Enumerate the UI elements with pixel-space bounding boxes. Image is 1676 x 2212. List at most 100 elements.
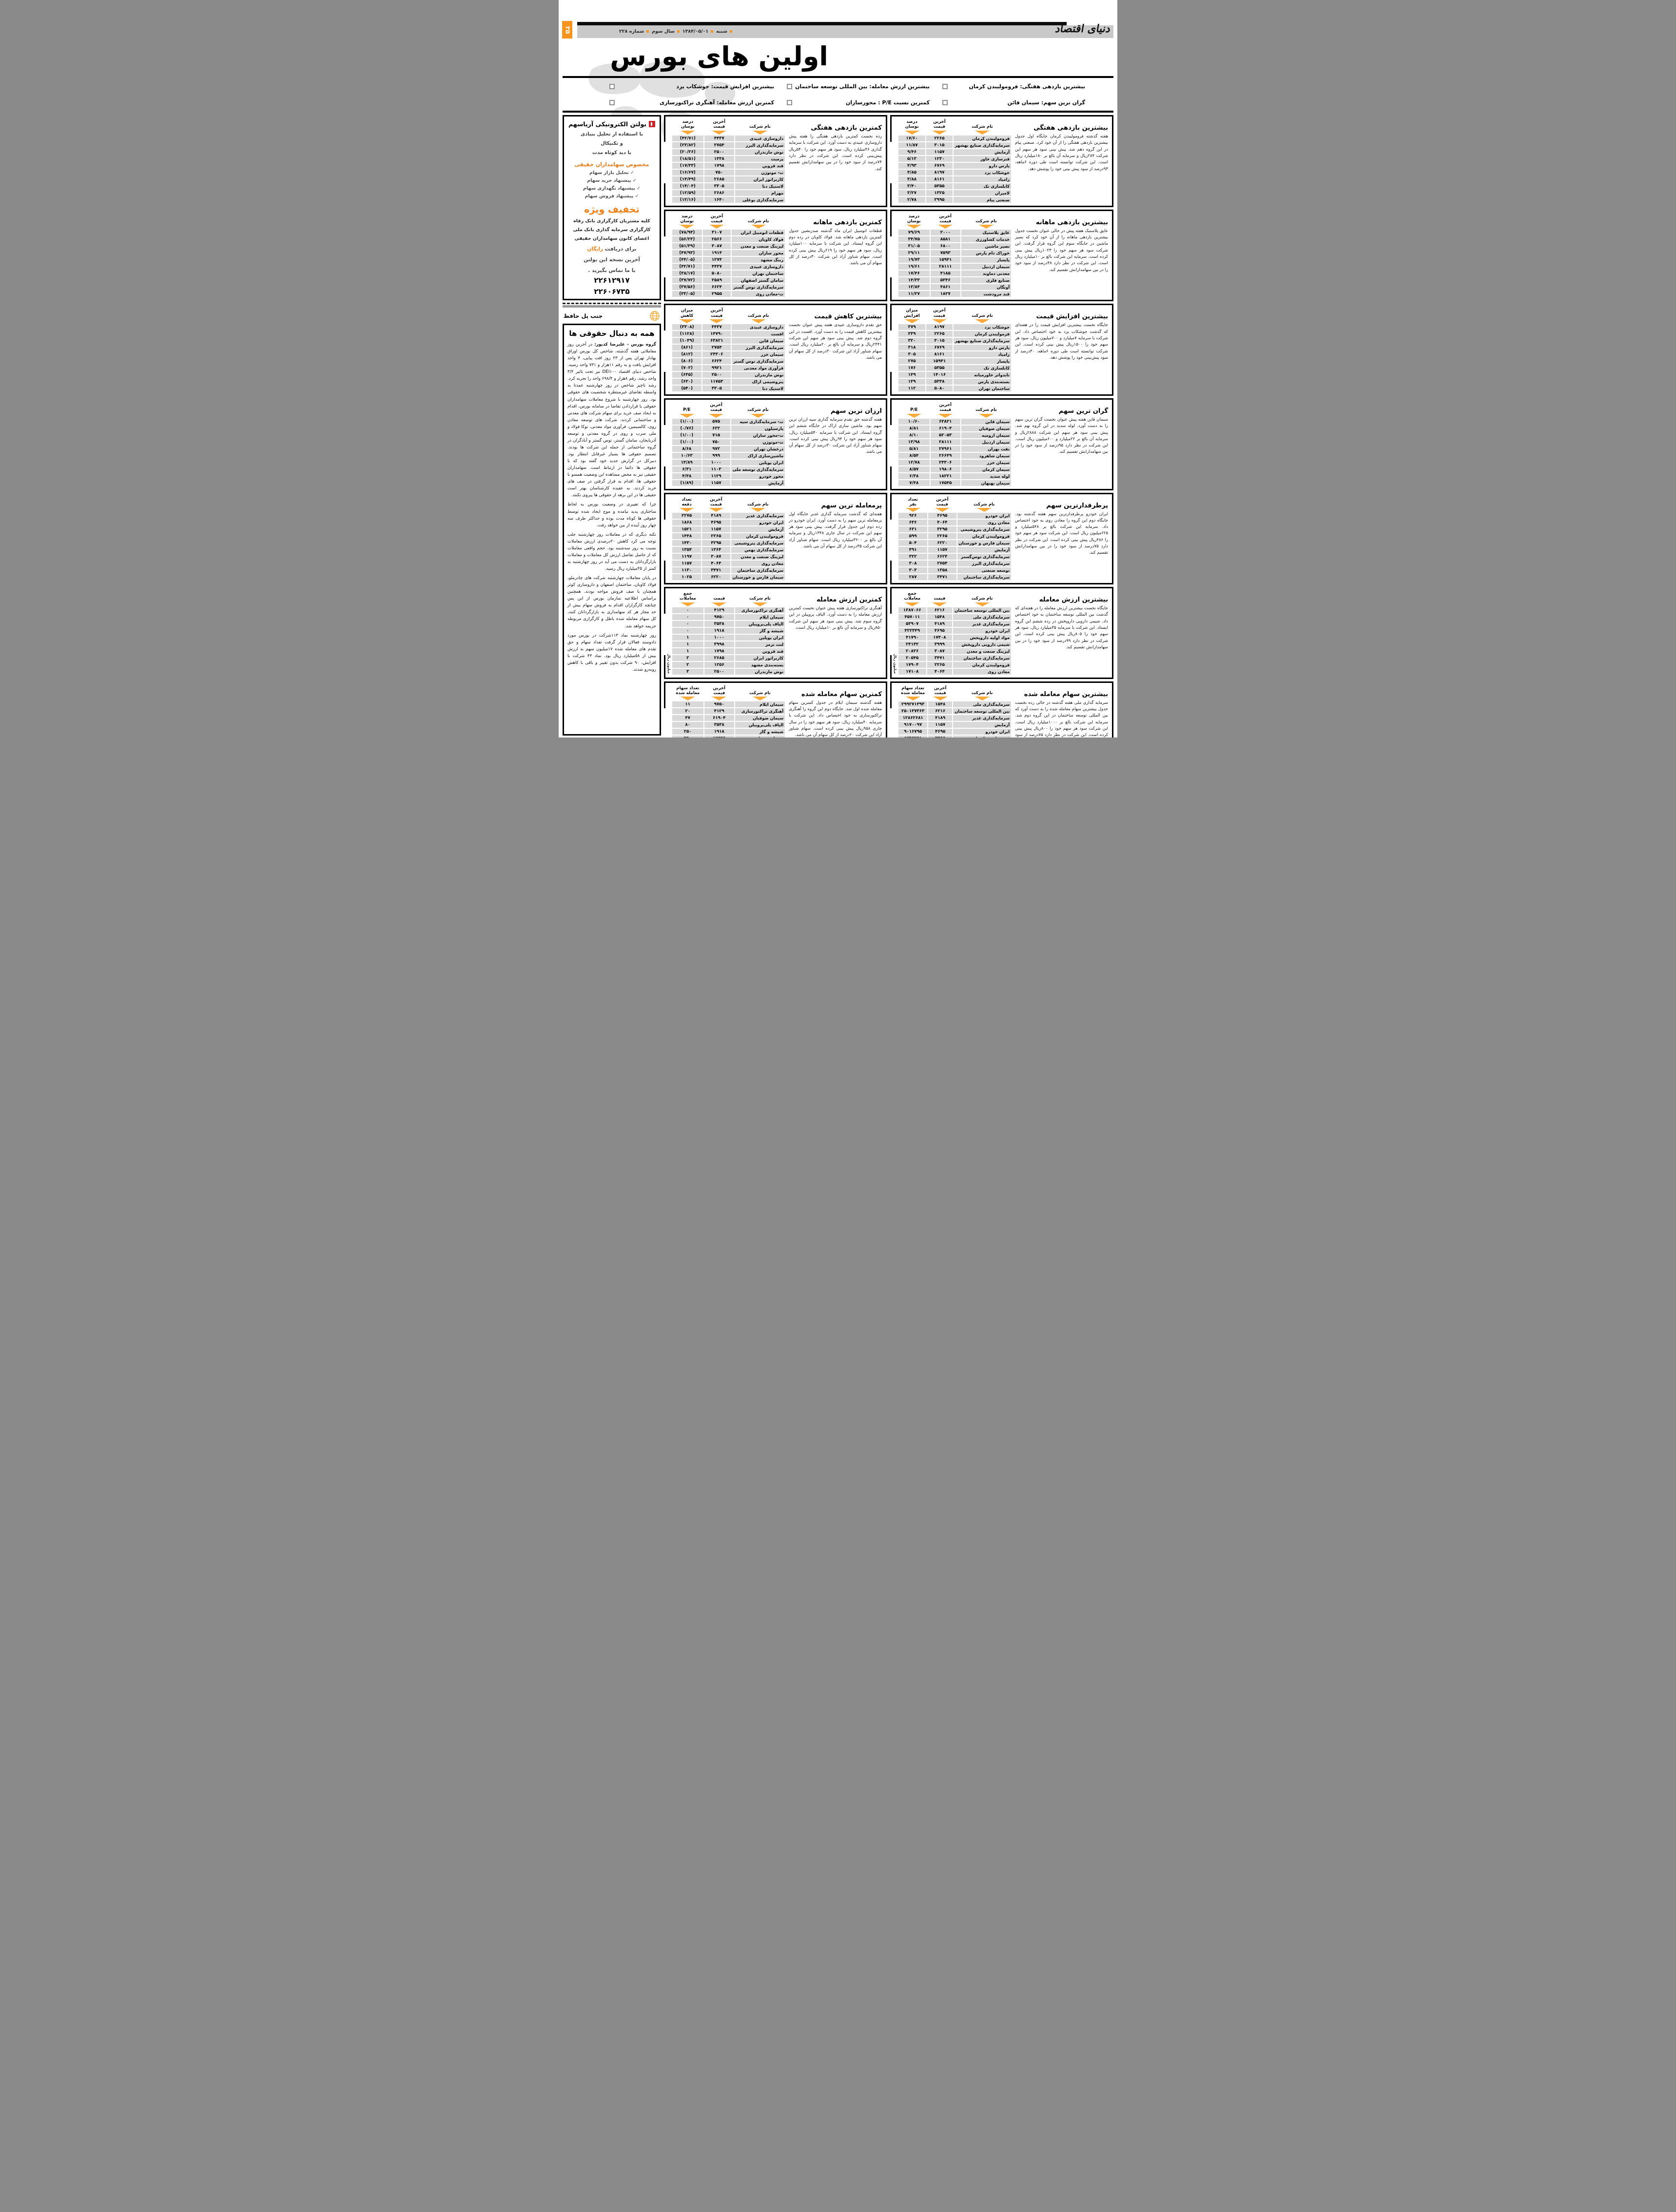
table-row: فرومولیبدن کرمان ۲۲۶۵ ۱۷/۶۰ — [898, 135, 1012, 141]
company-name-cell: فنرسازی خاور — [953, 155, 1012, 162]
highlight-label: بیشترین ارزش معامله: بین المللی توسعه سا… — [795, 83, 930, 90]
table-row: لاستیک دنا ۳۳۰۵ (۱۴/۰۴) — [672, 183, 785, 189]
company-name-cell: نصیر ماشین — [961, 243, 1012, 250]
price-cell: ۲۹۵۵ — [702, 291, 731, 297]
section-note: هفته‌ای که گذشت سرمایه گذاری غدیر جایگاه… — [789, 511, 882, 549]
company-name-cell: سامان گستر اصفهان — [732, 277, 785, 284]
table-wrap: نام شرکت قیمت جمع معاملات آهنگری تراکتور… — [667, 590, 786, 676]
sort-arrow-icon — [906, 413, 921, 418]
company-column-header: نام شرکت — [749, 691, 771, 696]
sort-arrow-icon — [753, 602, 767, 606]
company-name-cell: سرمایه‌گذاری توس‌گستر — [957, 554, 1012, 560]
price-cell: ۷۵۰ — [704, 169, 734, 175]
table-row: پارس دارو ۶۷۶۹ ۳۱۸ — [898, 344, 1012, 350]
value-column-header: تعداد نفر — [908, 497, 918, 507]
price-cell: ۷۵۹۳ — [930, 250, 960, 256]
company-name-cell: داروسازی عبیدی — [735, 135, 785, 141]
table-row: معادن روی ۴۰۶۴ ۶۳۶ — [898, 520, 1012, 526]
table-header-row: نام شرکت آخرین قیمت تعداد سهام معامله شد… — [672, 686, 785, 701]
value-cell: ۴۹۱ — [898, 547, 928, 553]
price-cell: ۳۳۰۵ — [704, 183, 734, 189]
value-cell: ۳۴/۷۵ — [898, 236, 930, 243]
value-cell: (۱۴/۰۴) — [672, 183, 703, 189]
sort-arrow-icon — [712, 697, 727, 701]
company-name-cell: سرمایه‌گذاری البرز — [732, 344, 785, 350]
company-name-cell: لیزینگ صنعت و معدن — [953, 648, 1012, 654]
company-name-cell: بین المللی توسعه ساختمان — [953, 708, 1012, 715]
section-text: بیشترین افزایش قیمت جایگاه نخست بیشترین … — [1015, 307, 1109, 392]
value-cell: ۱۱ — [672, 701, 703, 708]
table-row: معادن روی ۴۰۶۴ ۱۱۵۷ — [672, 561, 785, 567]
value-cell: (۶۳۵) — [672, 371, 702, 378]
table-header-row: نام شرکت آخرین قیمت میزان افزایش — [898, 308, 1011, 323]
checkbox-icon — [942, 100, 948, 105]
price-cell: ۶۶۲۴ — [702, 358, 731, 364]
value-cell: (۴۷/۹۳) — [672, 250, 702, 256]
table-row: سیمان شاهرود ۲۶۶۴۹ ۸/۵۴ — [898, 452, 1012, 459]
value-column-header: تعداد دفعه — [682, 497, 692, 507]
table-row: توسعه صنعتی ۱۳۵۸ ۳۰۳ — [898, 567, 1012, 574]
table-row: فرومولیبدن کرمان ۲۲۶۵ ۸۷۴۵۷۵۱ — [898, 736, 1012, 737]
value-cell: ۱۹/۷۳ — [898, 257, 930, 263]
company-name-cell: شیمی دارویی داروپخش — [953, 641, 1012, 647]
table-row: ایران خودرو ۴۶۹۵ ۱۸۶۸ — [672, 520, 785, 526]
sort-arrow-icon — [680, 602, 695, 606]
table-row: ایران خودرو ۴۶۹۵ ۴۲۲۳۴۹ — [898, 627, 1012, 634]
value-cell: ۳۰۵ — [898, 351, 926, 357]
value-cell: ۱۱/۲۷ — [898, 291, 930, 297]
table-row: لوله سدید ۱۸۲۲۱ ۶/۳۸ — [898, 473, 1012, 479]
company-name-cell: سرمایه‌گذاری غدیر — [953, 715, 1012, 721]
company-name-cell: فرآوری مواد معدنی — [732, 365, 785, 371]
price-cell: ۶۱۹۰۴ — [930, 425, 960, 431]
price-cell: ۴۰۶۴ — [928, 520, 956, 526]
company-name-cell: پارس دارو — [953, 162, 1012, 169]
table-row: معادن روی ۴۰۶۴ ۱۷۱۰۸ — [898, 668, 1012, 675]
company-name-cell: سیمان خزر — [732, 351, 785, 357]
price-cell: ۲۲۶۵ — [702, 533, 730, 540]
value-cell: ۴۷ — [672, 715, 703, 721]
price-cell: ۱۳۲۵ — [926, 190, 953, 196]
company-name-cell: سرمایه‌گذاری توس گستر — [732, 358, 785, 364]
price-cell: ۴۶۹۵ — [928, 513, 956, 519]
company-column-header: نام شرکت — [747, 313, 769, 318]
sort-arrow-icon — [938, 225, 953, 229]
table-row: شیشه و گاز ۱۹۱۸ ۰ — [672, 627, 785, 634]
ad-address: جنب پل حافظ — [564, 312, 603, 319]
ad-cta-prefix: برای دریافت — [604, 246, 637, 252]
value-cell: ۳/۲۷ — [898, 190, 926, 196]
sort-arrow-icon — [904, 130, 919, 135]
table-row: ایران خودرو ۴۶۹۵ ۹۲۶ — [898, 513, 1012, 519]
table-header-row: نام شرکت آخرین قیمت تعداد دفعه — [672, 497, 785, 512]
value-cell: ۱۴۳۰ — [672, 540, 702, 546]
value-column-header: جمع معاملات — [679, 591, 696, 602]
section-note: جایگاه نخست بیشترین افزایش قیمت را در هف… — [1015, 323, 1109, 360]
value-cell: ۳۲۰ — [898, 337, 926, 344]
table-row: آزمایش ۱۱۵۷ ۴۹۱ — [898, 547, 1012, 553]
price-cell: ۵۳۳۸ — [926, 378, 953, 385]
table-wrap: نام شرکت آخرین قیمت درصد نوسان قطعات اتو… — [667, 213, 786, 298]
table-row: نوش مازندران ۲۵۰۰ ۳ — [672, 668, 785, 675]
company-name-cell: پارسیلون — [731, 425, 785, 431]
table-row: سرمایه‌گذاری غدیر ۴۱۸۹ ۱۲۸۶۲۶۸۱ — [898, 715, 1012, 721]
price-cell: ۹۹۹ — [702, 452, 730, 459]
sort-arrow-icon — [709, 413, 724, 418]
price-cell: ۴۴۳۷ — [702, 264, 731, 270]
sort-arrow-icon — [905, 508, 920, 512]
price-cell: ۲۴۳۰۶ — [930, 459, 960, 466]
company-name-cell: ت-موتوژن — [731, 439, 785, 445]
stock-table-section: بیشترین افزایش قیمت جایگاه نخست بیشترین … — [890, 304, 1113, 396]
stock-table-section: بیشترین کاهش قیمت حق تقدم داروسازی عبیدی… — [664, 304, 887, 396]
stock-table-section: بیشترین ارزش معامله جایگاه نخست بیشترین … — [890, 587, 1113, 679]
table-row: آزمایش ۱۱۵۷ ۱۵۲۱ — [672, 526, 785, 533]
price-cell: ۳۲۹۵ — [928, 526, 956, 533]
value-cell: (۴۲/۷۱) — [672, 264, 702, 270]
table-row: ت- سرمایه‌گذاری سپه ۵۷۵ (۱/۰۰) — [672, 418, 785, 425]
company-name-cell: پرمیت — [735, 155, 785, 162]
price-cell: ۲۷۹۶۱ — [930, 446, 960, 452]
company-name-cell: لیزینگ صنعت و معدن — [731, 554, 785, 560]
table-row: کاربراتور ایران ۲۶۸۵ ۲ — [672, 655, 785, 661]
company-name-cell: سیمان فارس و خوزستان — [731, 574, 785, 581]
value-cell: (۱/۸۹) — [672, 480, 702, 486]
company-name-cell: سیمان بهبهان — [961, 480, 1012, 486]
value-cell: ۸/۱۰ — [898, 432, 930, 438]
